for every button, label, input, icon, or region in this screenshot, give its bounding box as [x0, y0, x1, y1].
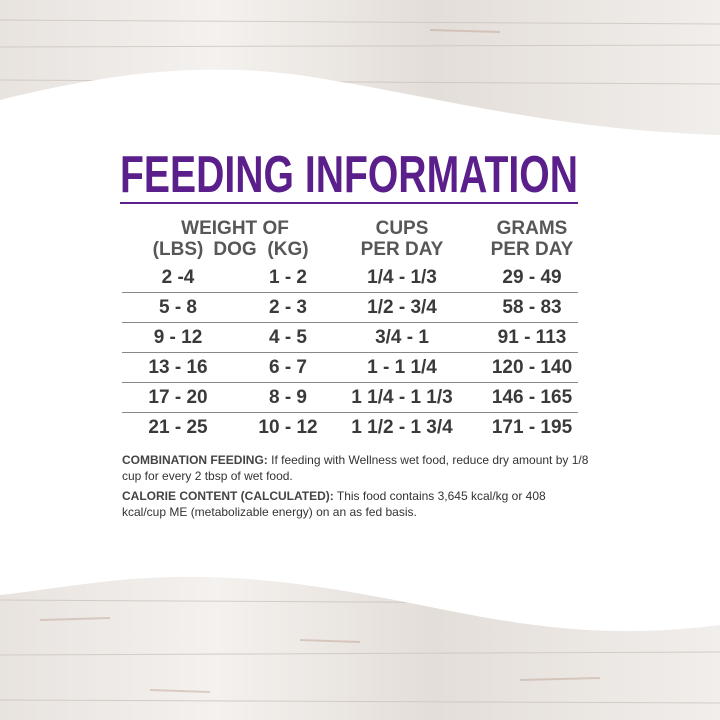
note: CALORIE CONTENT (CALCULATED): This food … — [122, 488, 592, 520]
table-cell: 13 - 16 — [148, 357, 208, 378]
row-rule — [122, 292, 578, 293]
table-cell: 29 - 49 — [502, 267, 562, 288]
table-cell: 1 1/4 - 1 1/3 — [351, 387, 453, 408]
notes: COMBINATION FEEDING: If feeding with Wel… — [122, 452, 592, 524]
table-cell: 1 1/2 - 1 3/4 — [351, 417, 453, 438]
table-cell: 6 - 7 — [268, 357, 308, 378]
note-label: COMBINATION FEEDING: — [122, 453, 268, 467]
table-cell: 171 - 195 — [491, 417, 573, 438]
title: FEEDING INFORMATION — [120, 146, 578, 204]
table-cell: 21 - 25 — [148, 417, 208, 438]
row-rule — [122, 322, 578, 323]
table-cell: 10 - 12 — [258, 417, 318, 438]
title-block: FEEDING INFORMATION — [120, 146, 578, 204]
table-cell: 9 - 12 — [153, 327, 203, 348]
header-cups: CUPS — [375, 218, 429, 239]
header-grams: PER DAY — [490, 239, 574, 260]
row-rule — [122, 412, 578, 413]
table-cell: 91 - 113 — [497, 327, 567, 348]
table-cell: 120 - 140 — [491, 357, 573, 378]
note-label: CALORIE CONTENT (CALCULATED): — [122, 489, 334, 503]
header-lbs: (LBS) — [152, 239, 204, 260]
table-cell: 1/2 - 3/4 — [367, 297, 437, 318]
table-cell: 146 - 165 — [491, 387, 573, 408]
table-cell: 1 - 2 — [268, 267, 308, 288]
header-cups: PER DAY — [360, 239, 444, 260]
table-cell: 5 - 8 — [158, 297, 198, 318]
table-cell: 4 - 5 — [268, 327, 308, 348]
title-underline — [120, 202, 578, 204]
header-kg: (KG) — [267, 239, 309, 260]
note-text: This food contains 3,645 kcal/kg or 408 … — [122, 489, 546, 519]
table-cell: 2 -4 — [161, 267, 195, 288]
row-rule — [122, 382, 578, 383]
table-cell: 8 - 9 — [268, 387, 308, 408]
table-cell: 58 - 83 — [502, 297, 562, 318]
header-grams: GRAMS — [496, 218, 568, 239]
table-cell: 1 - 1 1/4 — [367, 357, 437, 378]
row-rule — [122, 352, 578, 353]
note-text: If feeding with Wellness wet food, reduc… — [122, 453, 589, 483]
table-cell: 3/4 - 1 — [375, 327, 429, 348]
note: COMBINATION FEEDING: If feeding with Wel… — [122, 452, 592, 484]
header-weight: WEIGHT OF DOG — [181, 218, 289, 260]
table-cell: 2 - 3 — [268, 297, 308, 318]
table-cell: 1/4 - 1/3 — [367, 267, 437, 288]
table-cell: 17 - 20 — [148, 387, 208, 408]
